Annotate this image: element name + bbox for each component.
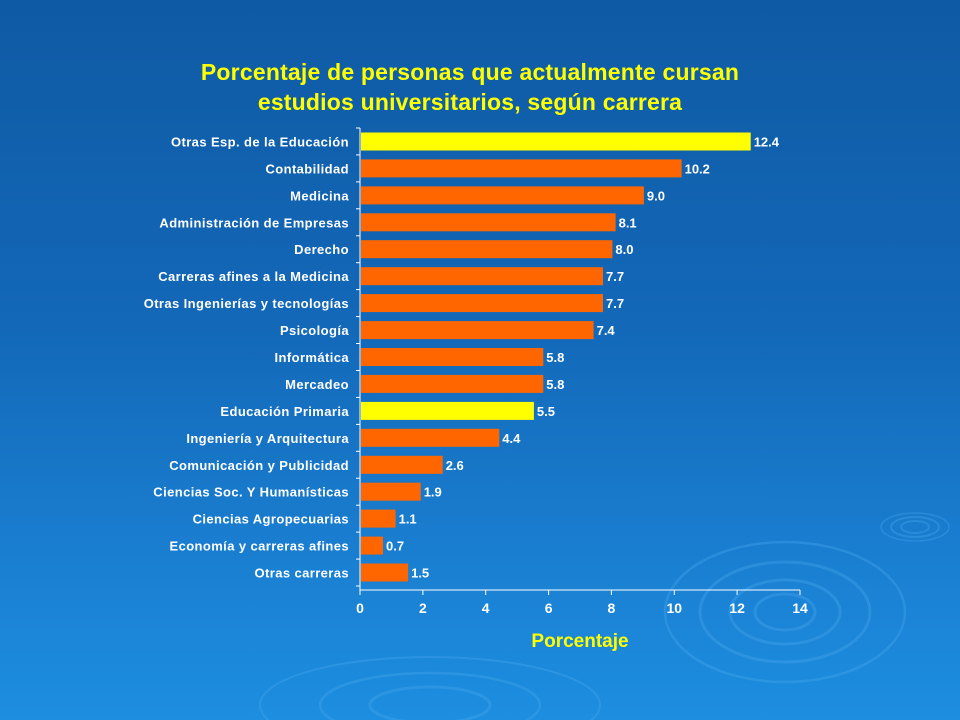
bar-9 [361,348,544,366]
bar-15 [361,509,396,528]
bar-12 [361,428,500,447]
category-label: Derecho [294,242,349,257]
category-label: Medicina [290,188,349,203]
value-label: 1.1 [399,512,417,527]
bar-10 [361,374,544,393]
bar-4 [361,213,616,232]
category-label: Administración de Empresas [159,215,349,230]
x-tick-label: 8 [608,600,616,616]
bar-14 [361,482,421,501]
category-label: Ciencias Agropecuarias [193,512,349,527]
value-label: 9.0 [647,188,665,203]
bar-16 [361,536,383,555]
bar-17 [361,563,409,582]
chart-title-line-2: estudios universitarios, según carrera [257,89,683,115]
category-label: Comunicación y Publicidad [169,458,349,473]
category-label: Contabilidad [265,161,349,176]
category-label: Ingeniería y Arquitectura [186,431,349,446]
value-label: 10.2 [685,161,710,176]
category-label: Educación Primaria [220,404,349,419]
x-tick-label: 6 [545,600,553,616]
value-label: 5.8 [546,350,564,365]
x-tick-label: 14 [792,600,808,616]
value-label: 8.0 [615,242,633,257]
bar-5 [361,240,613,259]
value-label: 5.8 [546,377,564,392]
x-tick-label: 10 [667,600,683,616]
value-label: 5.5 [537,404,555,419]
value-label: 8.1 [619,215,637,230]
x-tick-label: 0 [356,600,364,616]
x-tick-label: 4 [482,600,490,616]
value-label: 7.7 [606,296,624,311]
bar-13 [361,455,443,474]
bar-3 [361,186,644,205]
bar-8 [361,321,594,340]
value-label: 1.9 [424,485,442,500]
value-label: 4.4 [502,431,521,446]
value-label: 12.4 [754,135,780,150]
category-label: Mercadeo [285,377,349,392]
bar-11 [361,401,534,420]
value-label: 7.4 [597,323,616,338]
category-label: Otras Ingenierías y tecnologías [144,296,349,311]
category-label: Psicología [280,323,349,338]
chart-title-line-1: Porcentaje de personas que actualmente c… [200,59,740,85]
bar-7 [361,294,603,313]
category-label: Carreras afines a la Medicina [158,269,349,284]
bar-1 [361,132,751,151]
category-label: Economía y carreras afines [170,539,350,554]
category-label: Otras Esp. de la Educación [171,135,349,150]
value-label: 0.7 [386,539,404,554]
value-label: 7.7 [606,269,624,284]
x-tick-label: 2 [419,600,427,616]
category-label: Ciencias Soc. Y Humanísticas [153,485,349,500]
value-label: 1.5 [411,566,429,581]
bar-6 [361,267,603,286]
x-axis-title: Porcentaje [531,631,628,652]
category-label: Informática [275,350,350,365]
category-label: Otras carreras [255,566,350,581]
value-label: 2.6 [446,458,464,473]
bar-2 [361,159,682,178]
x-tick-label: 12 [729,600,745,616]
